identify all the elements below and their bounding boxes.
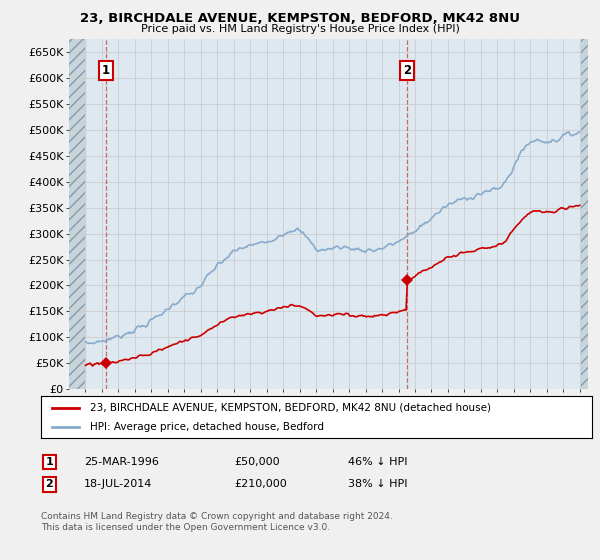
Text: 25-MAR-1996: 25-MAR-1996 [84,457,159,467]
Text: Price paid vs. HM Land Registry's House Price Index (HPI): Price paid vs. HM Land Registry's House … [140,24,460,34]
Text: 2: 2 [403,64,412,77]
Bar [581,39,588,389]
Text: 1: 1 [101,64,110,77]
Text: HPI: Average price, detached house, Bedford: HPI: Average price, detached house, Bedf… [91,422,325,432]
Text: Contains HM Land Registry data © Crown copyright and database right 2024.
This d: Contains HM Land Registry data © Crown c… [41,512,392,532]
Text: 38% ↓ HPI: 38% ↓ HPI [348,479,407,489]
Bar [69,39,85,389]
Text: 46% ↓ HPI: 46% ↓ HPI [348,457,407,467]
Text: 23, BIRCHDALE AVENUE, KEMPSTON, BEDFORD, MK42 8NU: 23, BIRCHDALE AVENUE, KEMPSTON, BEDFORD,… [80,12,520,25]
Text: 1: 1 [46,457,53,467]
Text: £210,000: £210,000 [234,479,287,489]
Text: 2: 2 [46,479,53,489]
Bar [581,39,588,389]
Bar [69,39,85,389]
Text: 23, BIRCHDALE AVENUE, KEMPSTON, BEDFORD, MK42 8NU (detached house): 23, BIRCHDALE AVENUE, KEMPSTON, BEDFORD,… [91,403,491,413]
Text: £50,000: £50,000 [234,457,280,467]
Text: 18-JUL-2014: 18-JUL-2014 [84,479,152,489]
